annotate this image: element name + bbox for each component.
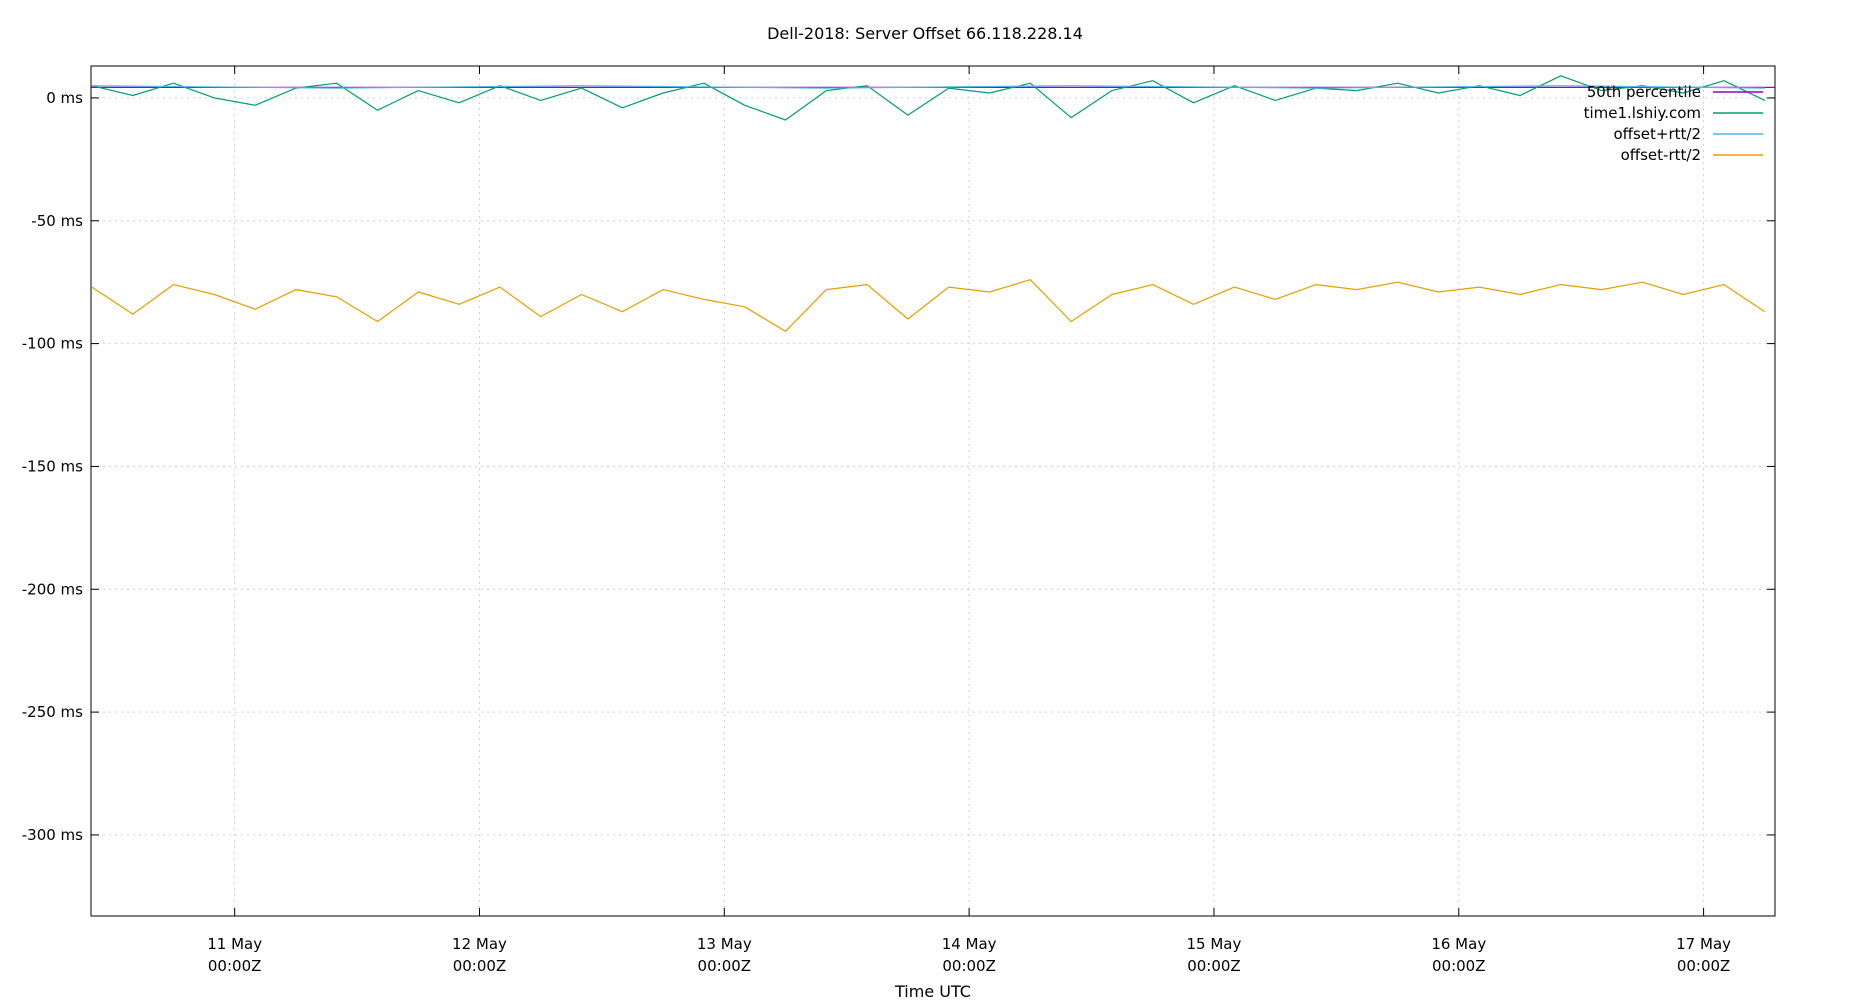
x-tick-label-time: 00:00Z (1187, 957, 1241, 975)
series-line (91, 279, 1766, 332)
x-tick-label: 14 May (942, 935, 997, 953)
x-tick-label-time: 00:00Z (1432, 957, 1486, 975)
series-lines (91, 75, 1775, 332)
y-tick-label: -250 ms (22, 703, 83, 721)
x-tick-label-time: 00:00Z (208, 957, 262, 975)
x-tick-label-time: 00:00Z (698, 957, 752, 975)
y-tick-label: -150 ms (22, 457, 83, 475)
x-axis-title: Time UTC (894, 982, 971, 1000)
axes: 0 ms -50 ms -100 ms -150 ms -200 ms -250 ms -3… (22, 66, 1775, 975)
y-tick-label: -100 ms (22, 335, 83, 353)
chart-title: Dell-2018: Server Offset 66.118.228.14 (767, 24, 1083, 43)
x-tick-label-time: 00:00Z (942, 957, 996, 975)
x-tick-label: 16 May (1431, 935, 1486, 953)
x-tick-label-time: 00:00Z (453, 957, 507, 975)
x-tick-label-time: 00:00Z (1677, 957, 1731, 975)
series-line (91, 75, 1766, 121)
x-tick-label: 11 May (207, 935, 262, 953)
legend-label: offset-rtt/2 (1621, 146, 1701, 164)
x-tick-label: 17 May (1676, 935, 1731, 953)
x-tick-label: 12 May (452, 935, 507, 953)
legend-label: offset+rtt/2 (1613, 125, 1701, 143)
legend: 50th percentile time1.lshiy.com offset+rtt… (1584, 83, 1763, 164)
x-tick-label: 13 May (697, 935, 752, 953)
legend-label: 50th percentile (1587, 83, 1701, 101)
x-tick-label: 15 May (1187, 935, 1242, 953)
legend-label: time1.lshiy.com (1584, 104, 1701, 122)
series-line (91, 85, 1765, 89)
y-tick-label: -50 ms (31, 212, 83, 230)
y-tick-label: 0 ms (46, 89, 83, 107)
y-tick-label: -300 ms (22, 826, 83, 844)
grid (91, 66, 1775, 916)
plot-frame (90, 65, 1776, 917)
y-tick-label: -200 ms (22, 580, 83, 598)
